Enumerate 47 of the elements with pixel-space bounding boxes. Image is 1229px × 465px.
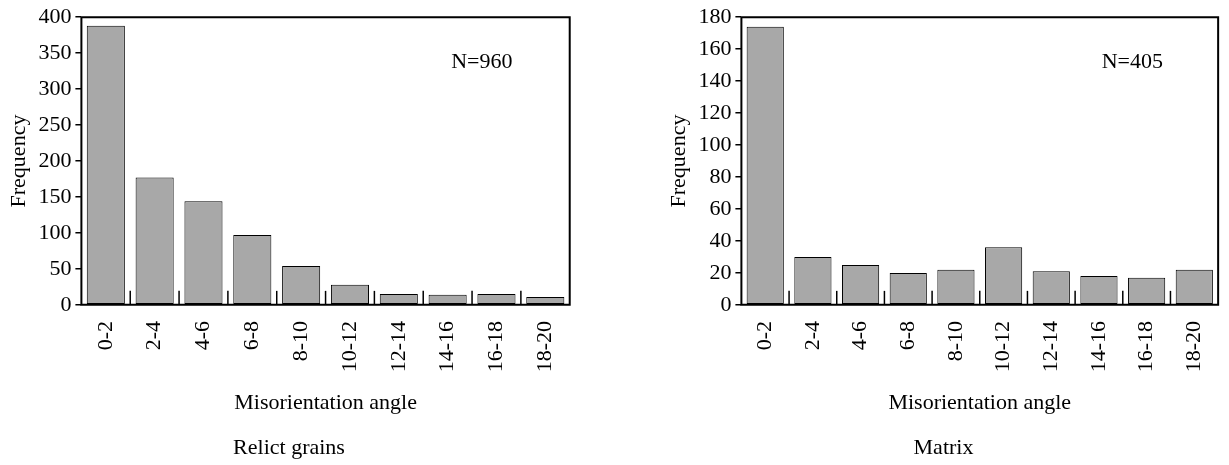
y-tick-label: 80 xyxy=(709,162,732,188)
x-tick-label: 8-10 xyxy=(286,320,312,362)
text: Matrix xyxy=(913,433,974,459)
annotation: N=960 xyxy=(451,47,513,73)
x-tick-label: 2-4 xyxy=(798,320,824,351)
y-axis-title: Frequency xyxy=(664,114,690,208)
y-tick-label: 140 xyxy=(698,66,732,92)
x-tick-label: 4-6 xyxy=(189,320,215,351)
y-tick-label: 250 xyxy=(38,110,72,136)
x-tick-label: 0-2 xyxy=(751,320,777,351)
x-tick-label: 16-18 xyxy=(482,320,508,373)
y-tick-label: 100 xyxy=(38,218,72,244)
text: Relict grains xyxy=(233,433,345,459)
y-tick-label: 200 xyxy=(38,146,72,172)
y-tick-label: 400 xyxy=(38,2,72,28)
y-tick-label: 20 xyxy=(709,258,732,284)
x-tick-label: 18-20 xyxy=(531,320,557,373)
x-tick-label: 10-12 xyxy=(335,320,361,373)
x-tick-label: 14-16 xyxy=(1084,320,1110,373)
x-tick-label: 0-2 xyxy=(91,320,117,351)
x-axis-title: Misorientation angle xyxy=(234,389,417,415)
x-tick-label: 6-8 xyxy=(238,320,264,351)
x-tick-label: 4-6 xyxy=(846,320,872,351)
annotation: N=405 xyxy=(1101,47,1163,73)
y-tick-label: 100 xyxy=(698,130,732,156)
x-tick-label: 16-18 xyxy=(1132,320,1158,373)
x-tick-label: 12-14 xyxy=(1037,320,1063,373)
y-tick-label: 40 xyxy=(709,226,732,252)
x-tick-label: 2-4 xyxy=(140,320,166,351)
y-tick-label: 300 xyxy=(38,74,72,100)
y-tick-label: 0 xyxy=(60,290,72,316)
y-tick-label: 50 xyxy=(49,254,72,280)
x-tick-label: 8-10 xyxy=(941,320,967,362)
x-tick-label: 10-12 xyxy=(989,320,1015,373)
y-tick-label: 180 xyxy=(698,2,732,28)
y-tick-label: 0 xyxy=(720,290,732,316)
y-tick-label: 160 xyxy=(698,34,732,60)
x-tick-label: 6-8 xyxy=(894,320,920,351)
y-tick-label: 120 xyxy=(698,98,732,124)
y-axis-title: Frequency xyxy=(4,114,30,208)
x-tick-label: 14-16 xyxy=(433,320,459,373)
y-tick-label: 60 xyxy=(709,194,732,220)
x-tick-label: 18-20 xyxy=(1180,320,1206,373)
x-tick-label: 12-14 xyxy=(384,320,410,373)
y-tick-label: 150 xyxy=(38,182,72,208)
y-tick-label: 350 xyxy=(38,38,72,64)
x-axis-title: Misorientation angle xyxy=(888,389,1072,415)
